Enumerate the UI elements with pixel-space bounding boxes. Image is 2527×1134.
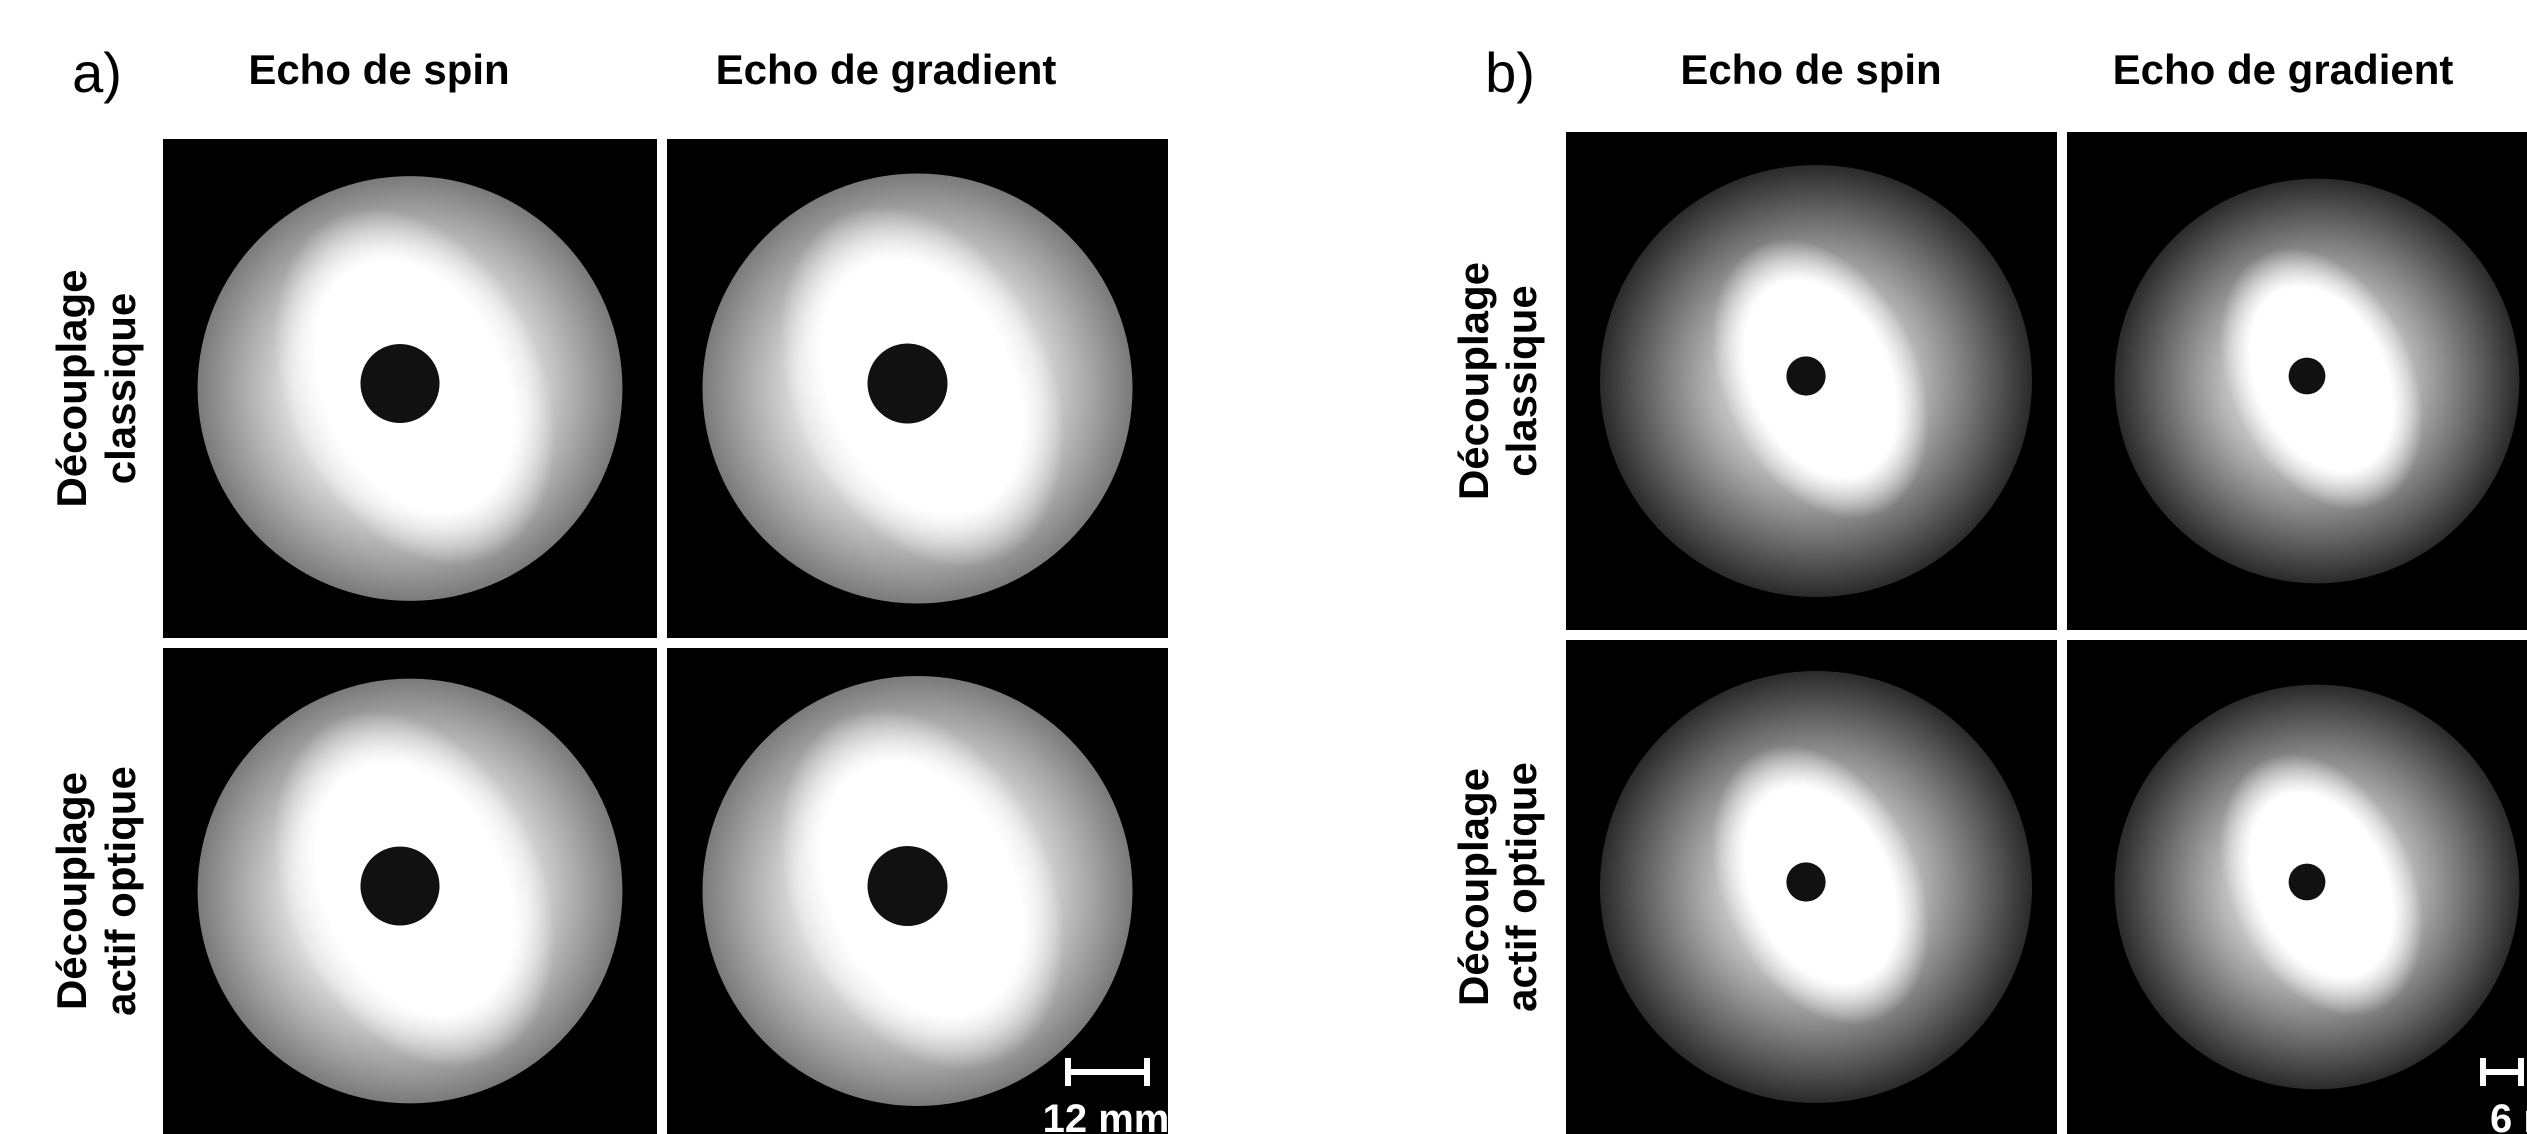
dark-spot — [2288, 863, 2326, 901]
dark-spot — [867, 343, 948, 424]
column-header: Echo de gradient — [2113, 46, 2454, 93]
panel-label: b) — [1485, 41, 1535, 104]
row-label: classique — [97, 293, 144, 484]
row-label: Découplage — [48, 772, 95, 1010]
dark-spot — [2288, 357, 2326, 395]
column-header: Echo de gradient — [716, 46, 1057, 93]
scale-bar-label: 12 mm — [1043, 1097, 1170, 1134]
dark-spot — [360, 343, 440, 424]
dark-spot — [867, 846, 948, 926]
row-label: Découplage — [48, 269, 95, 507]
scale-bar-label: 6 mm — [2490, 1097, 2527, 1134]
column-header: Echo de spin — [248, 46, 509, 93]
panel-label: a) — [72, 41, 122, 104]
row-label: actif optique — [1498, 762, 1545, 1012]
dark-spot — [360, 846, 440, 926]
column-header: Echo de spin — [1680, 46, 1941, 93]
row-label: classique — [1498, 285, 1545, 476]
dark-spot — [1786, 356, 1826, 396]
row-label: Découplage — [1450, 262, 1497, 500]
row-label: Découplage — [1450, 768, 1497, 1006]
row-label: actif optique — [97, 766, 144, 1016]
dark-spot — [1786, 862, 1826, 902]
